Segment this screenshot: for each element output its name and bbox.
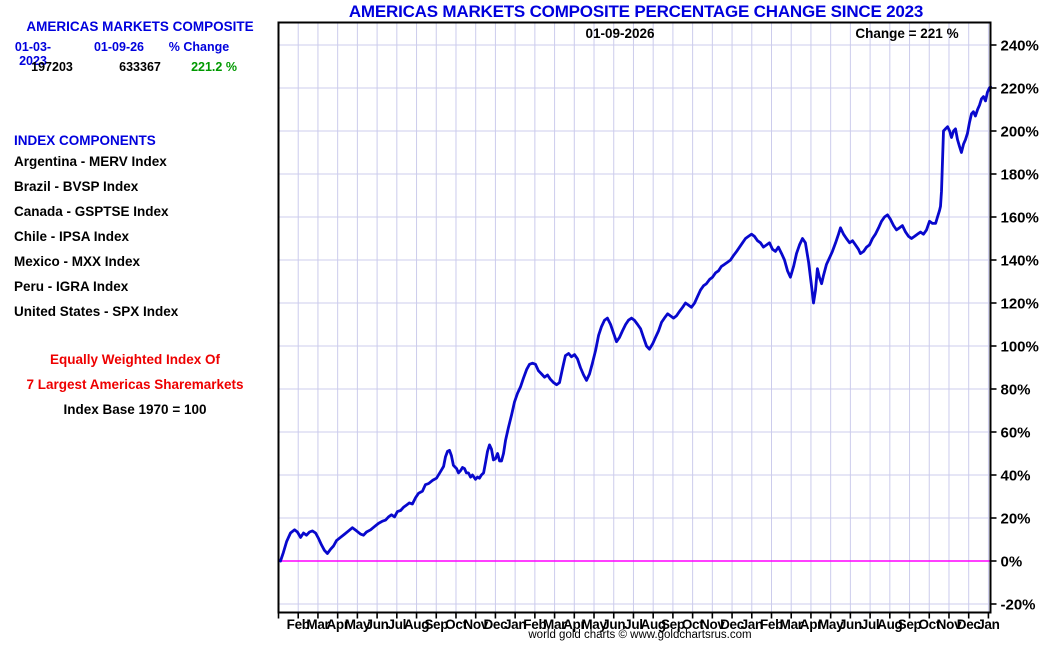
x-axis-label: Sep xyxy=(424,617,448,632)
x-axis-label: Feb xyxy=(760,617,783,632)
x-axis-label: May xyxy=(345,617,371,632)
x-axis-label: Apr xyxy=(563,617,586,632)
x-axis-label: Sep xyxy=(661,617,685,632)
y-axis-label: 20% xyxy=(1001,511,1031,528)
y-axis-label: 60% xyxy=(1001,425,1031,442)
x-axis-label: Dec xyxy=(720,617,745,632)
y-axis-label: 160% xyxy=(1001,210,1039,227)
pct-change-header: % Change xyxy=(168,40,230,54)
y-axis-label: 120% xyxy=(1001,296,1039,313)
composite-series-line xyxy=(279,85,992,563)
y-axis-label: 100% xyxy=(1001,339,1039,356)
x-axis-label: Oct xyxy=(918,617,940,632)
x-axis-label: May xyxy=(581,617,607,632)
x-axis-label: Sep xyxy=(898,617,922,632)
y-axis-label: 180% xyxy=(1001,167,1039,184)
x-axis-label: Nov xyxy=(700,617,725,632)
x-axis-label: Jul xyxy=(388,617,407,632)
x-axis-label: May xyxy=(818,617,844,632)
component-canada: Canada - GSPTSE Index xyxy=(14,204,169,219)
component-united-states: United States - SPX Index xyxy=(14,304,179,319)
x-axis-label: Aug xyxy=(641,617,666,632)
y-axis-label: 40% xyxy=(1001,468,1031,485)
change-label: Change = 221 % xyxy=(855,26,959,41)
latest-date-label: 01-09-2026 xyxy=(585,26,655,41)
x-axis-label: Jun xyxy=(839,617,862,632)
x-axis-label: Mar xyxy=(543,617,567,632)
x-axis-label: Jan xyxy=(504,617,526,632)
y-axis-label: 140% xyxy=(1001,253,1039,270)
x-axis-label: Oct xyxy=(445,617,467,632)
composite-title: AMERICAS MARKETS COMPOSITE xyxy=(26,19,254,34)
pct-change-value: 221.2 % xyxy=(191,60,237,74)
y-axis-label: 80% xyxy=(1001,382,1031,399)
end-index-value: 633367 xyxy=(119,60,161,74)
x-axis-label: Mar xyxy=(306,617,330,632)
x-axis-label: Jul xyxy=(624,617,643,632)
plot-border xyxy=(277,21,992,614)
x-axis-label: Aug xyxy=(404,617,429,632)
y-axis-label: -20% xyxy=(1001,597,1036,614)
x-axis-label: Aug xyxy=(877,617,902,632)
component-chile: Chile - IPSA Index xyxy=(14,229,130,244)
end-date-header: 01-09-26 xyxy=(93,40,145,54)
y-axis-label: 200% xyxy=(1001,124,1039,141)
component-brazil: Brazil - BVSP Index xyxy=(14,179,139,194)
x-axis-label: Nov xyxy=(463,617,488,632)
x-axis-label: Jul xyxy=(861,617,880,632)
x-axis-label: Nov xyxy=(937,617,962,632)
note-equally-weighted: Equally Weighted Index Of xyxy=(49,352,221,367)
x-axis-label: Mar xyxy=(780,617,804,632)
x-axis-label: Feb xyxy=(523,617,546,632)
chart-title: AMERICAS MARKETS COMPOSITE PERCENTAGE CH… xyxy=(348,2,924,21)
x-axis-label: Jan xyxy=(977,617,999,632)
x-axis-label: Jun xyxy=(602,617,625,632)
y-axis-label: 0% xyxy=(1001,554,1023,571)
x-axis-label: Dec xyxy=(483,617,508,632)
note-seven-largest: 7 Largest Americas Sharemarkets xyxy=(26,377,244,392)
x-axis-label: Feb xyxy=(287,617,310,632)
component-argentina: Argentina - MERV Index xyxy=(14,154,167,169)
x-axis-label: Dec xyxy=(957,617,982,632)
y-axis-label: 220% xyxy=(1001,81,1039,98)
x-axis-label: Apr xyxy=(800,617,823,632)
x-axis-label: Oct xyxy=(682,617,704,632)
attribution: world gold charts © www.goldchartsrus.co… xyxy=(528,629,752,641)
start-index-value: 197203 xyxy=(31,60,73,74)
note-index-base: Index Base 1970 = 100 xyxy=(63,402,207,417)
component-mexico: Mexico - MXX Index xyxy=(14,254,141,269)
x-axis-label: Apr xyxy=(326,617,349,632)
x-axis-label: Jun xyxy=(366,617,389,632)
component-peru: Peru - IGRA Index xyxy=(14,279,129,294)
index-components-title: INDEX COMPONENTS xyxy=(14,133,156,148)
y-axis-label: 240% xyxy=(1001,38,1039,55)
start-date-header: 01-03-2023 xyxy=(14,40,52,68)
x-axis-label: Jan xyxy=(741,617,763,632)
